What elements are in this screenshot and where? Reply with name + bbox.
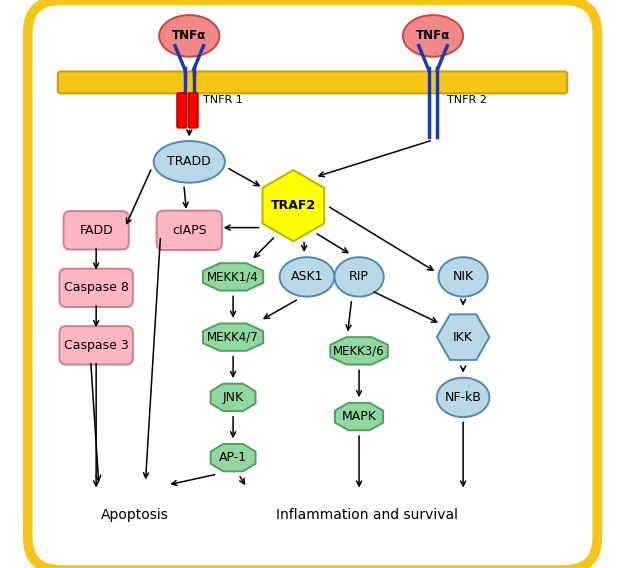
Ellipse shape bbox=[279, 257, 334, 296]
Text: RIP: RIP bbox=[349, 270, 369, 283]
Text: AP-1: AP-1 bbox=[219, 451, 247, 464]
Text: IKK: IKK bbox=[453, 331, 473, 344]
Polygon shape bbox=[330, 337, 388, 365]
FancyBboxPatch shape bbox=[188, 93, 198, 128]
Text: TNFR 2: TNFR 2 bbox=[447, 95, 487, 105]
Text: NF-kB: NF-kB bbox=[445, 391, 482, 404]
FancyBboxPatch shape bbox=[59, 326, 133, 365]
Text: TRADD: TRADD bbox=[168, 156, 211, 168]
FancyBboxPatch shape bbox=[59, 269, 133, 307]
Ellipse shape bbox=[437, 378, 489, 417]
Text: Caspase 8: Caspase 8 bbox=[64, 281, 129, 294]
Text: TNFα: TNFα bbox=[172, 30, 206, 43]
Polygon shape bbox=[262, 170, 324, 241]
Text: Caspase 3: Caspase 3 bbox=[64, 339, 129, 352]
Polygon shape bbox=[335, 403, 383, 430]
FancyBboxPatch shape bbox=[64, 211, 129, 249]
Polygon shape bbox=[437, 314, 489, 360]
Text: MEKK1/4: MEKK1/4 bbox=[208, 270, 259, 283]
Polygon shape bbox=[203, 323, 263, 351]
Polygon shape bbox=[211, 444, 256, 471]
FancyBboxPatch shape bbox=[58, 72, 568, 93]
Ellipse shape bbox=[334, 257, 384, 296]
Polygon shape bbox=[211, 384, 256, 411]
Text: Inflammation and survival: Inflammation and survival bbox=[276, 508, 458, 522]
Ellipse shape bbox=[159, 15, 219, 57]
Text: MEKK3/6: MEKK3/6 bbox=[333, 344, 385, 357]
Text: TRAF2: TRAF2 bbox=[271, 199, 316, 212]
Ellipse shape bbox=[403, 15, 463, 57]
Ellipse shape bbox=[439, 257, 488, 296]
Text: TNFR 1: TNFR 1 bbox=[203, 95, 242, 105]
Polygon shape bbox=[203, 263, 263, 291]
Text: MEKK4/7: MEKK4/7 bbox=[208, 331, 259, 344]
Text: cIAPS: cIAPS bbox=[172, 224, 207, 237]
FancyBboxPatch shape bbox=[177, 93, 187, 128]
FancyBboxPatch shape bbox=[28, 1, 598, 568]
Text: MAPK: MAPK bbox=[342, 410, 376, 423]
Ellipse shape bbox=[154, 141, 225, 183]
Text: NIK: NIK bbox=[452, 270, 474, 283]
Text: JNK: JNK bbox=[222, 391, 244, 404]
Text: TNFα: TNFα bbox=[416, 30, 450, 43]
Text: ASK1: ASK1 bbox=[291, 270, 323, 283]
Text: FADD: FADD bbox=[79, 224, 113, 237]
FancyBboxPatch shape bbox=[157, 211, 222, 250]
Text: Apoptosis: Apoptosis bbox=[101, 508, 168, 522]
